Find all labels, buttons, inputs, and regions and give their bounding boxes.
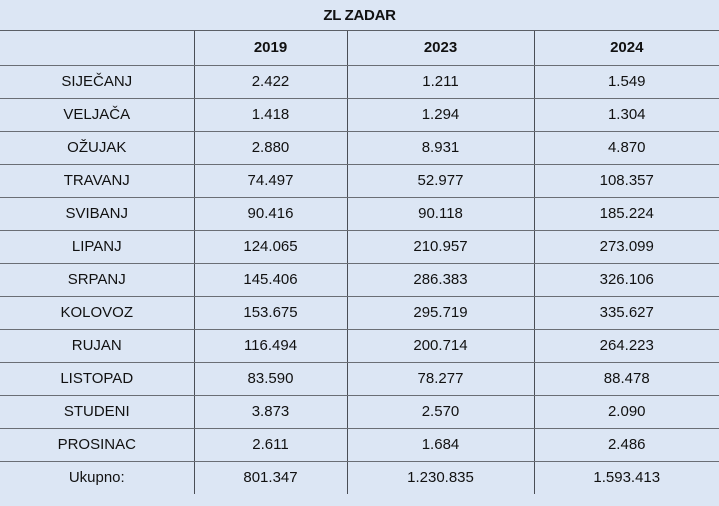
month-label: PROSINAC (0, 428, 195, 462)
value-cell-2024: 326.106 (534, 263, 719, 297)
value-cell-2019: 90.416 (194, 197, 348, 231)
month-label: LIPANJ (0, 230, 195, 264)
header-year-2019: 2019 (194, 31, 348, 66)
month-label: OŽUJAK (0, 131, 195, 165)
table-title: ZL ZADAR (0, 0, 719, 31)
value-cell-2024: 1.549 (534, 65, 719, 99)
value-cell-2024: 1.304 (534, 98, 719, 132)
table-row: OŽUJAK 2.880 8.931 4.870 (0, 131, 719, 165)
value-cell-2024: 1.593.413 (593, 469, 661, 487)
header-blank-cell (0, 31, 195, 66)
month-label: SVIBANJ (0, 197, 195, 231)
value-cell-2023: 90.118 (347, 197, 535, 231)
value-cell-2023: 8.931 (347, 131, 535, 165)
value-cell-2019: 2.422 (194, 65, 348, 99)
month-label: STUDENI (0, 395, 195, 429)
header-row: 2019 2023 2024 (0, 31, 719, 66)
value-cell-2023: 200.714 (347, 329, 535, 363)
value-cell-2023: 295.719 (347, 296, 535, 330)
value-cell-2019: 801.347 (194, 461, 348, 494)
table-row: TRAVANJ 74.497 52.977 108.357 (0, 164, 719, 198)
value-cell-2019: 124.065 (194, 230, 348, 264)
month-label: VELJAČA (0, 98, 195, 132)
value-cell-2019: 1.418 (194, 98, 348, 132)
total-label: Ukupno: (0, 461, 195, 494)
table-row: PROSINAC 2.611 1.684 2.486 (0, 428, 719, 462)
value-cell-2023: 1.211 (347, 65, 535, 99)
value-cell-2024: 185.224 (534, 197, 719, 231)
value-cell-2019: 2.880 (194, 131, 348, 165)
value-cell-2019: 153.675 (194, 296, 348, 330)
table-row: STUDENI 3.873 2.570 2.090 (0, 395, 719, 429)
month-label: RUJAN (0, 329, 195, 363)
table-row: SRPANJ 145.406 286.383 326.106 (0, 263, 719, 297)
month-label: KOLOVOZ (0, 296, 195, 330)
table-row: SIJEČANJ 2.422 1.211 1.549 (0, 65, 719, 99)
value-cell-2024: 4.870 (534, 131, 719, 165)
value-cell-2023: 78.277 (347, 362, 535, 396)
month-label: SRPANJ (0, 263, 195, 297)
value-cell-2023: 1.230.835 (347, 461, 535, 494)
value-cell-2019: 116.494 (194, 329, 348, 363)
table-row: KOLOVOZ 153.675 295.719 335.627 (0, 296, 719, 330)
month-label: TRAVANJ (0, 164, 195, 198)
table-row: VELJAČA 1.418 1.294 1.304 (0, 98, 719, 132)
month-label: SIJEČANJ (0, 65, 195, 99)
value-cell-2019: 74.497 (194, 164, 348, 198)
total-row: Ukupno: 801.347 1.230.835 1.593.413 (0, 461, 719, 494)
table-row: SVIBANJ 90.416 90.118 185.224 (0, 197, 719, 231)
value-cell-2024: 273.099 (534, 230, 719, 264)
monthly-data-table: 2019 2023 2024 SIJEČANJ 2.422 1.211 1.549 VE… (0, 31, 719, 494)
value-cell-2023: 2.570 (347, 395, 535, 429)
header-year-2024: 2024 (534, 31, 719, 66)
value-cell-2019: 145.406 (194, 263, 348, 297)
month-label: LISTOPAD (0, 362, 195, 396)
value-cell-2024: 264.223 (534, 329, 719, 363)
value-cell-2023: 1.684 (347, 428, 535, 462)
value-cell-2023: 1.294 (347, 98, 535, 132)
value-cell-2023: 52.977 (347, 164, 535, 198)
header-year-2023: 2023 (347, 31, 535, 66)
value-cell-2019: 83.590 (194, 362, 348, 396)
value-cell-2024: 108.357 (534, 164, 719, 198)
value-cell-2024: 335.627 (534, 296, 719, 330)
value-cell-2024: 2.486 (534, 428, 719, 462)
table-row: LIPANJ 124.065 210.957 273.099 (0, 230, 719, 264)
value-cell-2023: 286.383 (347, 263, 535, 297)
value-cell-2023: 210.957 (347, 230, 535, 264)
value-cell-2019: 3.873 (194, 395, 348, 429)
table-row: RUJAN 116.494 200.714 264.223 (0, 329, 719, 363)
value-cell-2024: 2.090 (534, 395, 719, 429)
value-cell-2019: 2.611 (194, 428, 348, 462)
value-cell-2024: 88.478 (534, 362, 719, 396)
table-row: LISTOPAD 83.590 78.277 88.478 (0, 362, 719, 396)
